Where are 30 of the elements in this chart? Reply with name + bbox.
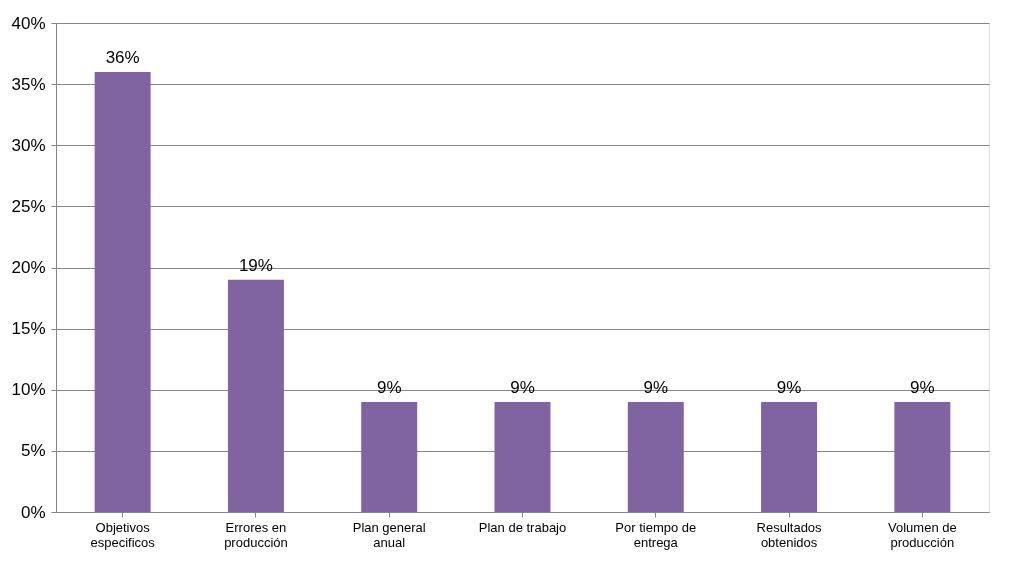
- data-label: 36%: [105, 47, 140, 67]
- data-label: 9%: [643, 377, 669, 397]
- y-tick-label: 0%: [20, 502, 46, 522]
- x-tick-label: Por tiempo de entrega: [615, 519, 697, 550]
- data-label: 9%: [776, 377, 802, 397]
- bar: [361, 401, 418, 512]
- data-label: 9%: [510, 377, 535, 397]
- x-tick-label: Volumen de producción: [888, 519, 957, 550]
- y-tick-label: 35%: [11, 74, 46, 94]
- bar: [761, 401, 818, 512]
- y-tick-label: 25%: [11, 196, 46, 216]
- data-label: 9%: [910, 377, 935, 397]
- x-tick-label: Resultados obtenidos: [756, 519, 823, 550]
- bar: [894, 401, 951, 512]
- x-tick-label: Errores en producción: [224, 519, 288, 550]
- data-label: 19%: [238, 255, 273, 275]
- y-tick-label: 5%: [20, 441, 46, 461]
- bar: [94, 71, 151, 512]
- bar: [494, 401, 551, 512]
- bar: [627, 401, 684, 512]
- y-tick-label: 20%: [11, 258, 46, 277]
- y-tick-label: 10%: [11, 380, 46, 400]
- bar: [227, 279, 284, 512]
- y-tick-label: 15%: [11, 319, 46, 339]
- x-tick-label: Plan de trabajo: [478, 519, 567, 535]
- data-label: 9%: [376, 377, 402, 397]
- y-tick-label: 40%: [11, 13, 46, 33]
- x-tick-label: Objetivos especificos: [90, 519, 156, 550]
- x-tick-label: Plan general anual: [352, 519, 426, 550]
- y-tick-label: 30%: [11, 135, 46, 155]
